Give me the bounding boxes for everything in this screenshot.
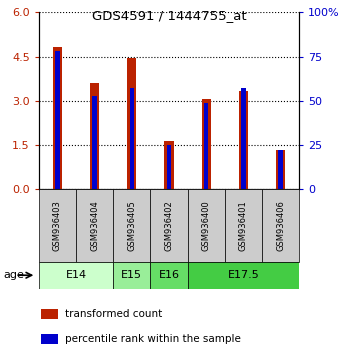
Bar bbox=[39, 262, 113, 289]
Bar bbox=[262, 189, 299, 262]
Text: E17.5: E17.5 bbox=[227, 270, 259, 280]
Bar bbox=[225, 189, 262, 262]
Text: E16: E16 bbox=[159, 270, 179, 280]
Bar bbox=[53, 47, 62, 189]
Text: percentile rank within the sample: percentile rank within the sample bbox=[65, 334, 241, 344]
Bar bbox=[90, 83, 99, 189]
Bar bbox=[127, 58, 137, 189]
Text: transformed count: transformed count bbox=[65, 309, 162, 319]
Bar bbox=[167, 145, 171, 189]
Bar bbox=[42, 309, 58, 319]
Bar bbox=[276, 150, 285, 189]
Bar bbox=[188, 262, 299, 289]
Text: GSM936405: GSM936405 bbox=[127, 200, 136, 251]
Bar bbox=[204, 103, 209, 189]
Bar bbox=[55, 51, 60, 189]
Bar bbox=[241, 88, 246, 189]
Text: GSM936404: GSM936404 bbox=[90, 200, 99, 251]
Bar bbox=[201, 98, 211, 189]
Text: GSM936402: GSM936402 bbox=[165, 200, 173, 251]
Text: E14: E14 bbox=[66, 270, 87, 280]
Bar bbox=[164, 141, 174, 189]
Bar bbox=[39, 189, 76, 262]
Bar bbox=[113, 189, 150, 262]
Bar bbox=[150, 189, 188, 262]
Bar bbox=[76, 189, 113, 262]
Text: GSM936403: GSM936403 bbox=[53, 200, 62, 251]
Text: GSM936406: GSM936406 bbox=[276, 200, 285, 251]
Bar bbox=[42, 334, 58, 344]
Text: GSM936400: GSM936400 bbox=[202, 200, 211, 251]
Bar bbox=[150, 262, 188, 289]
Bar bbox=[92, 96, 97, 189]
Text: age: age bbox=[3, 270, 24, 280]
Bar bbox=[239, 91, 248, 189]
Bar bbox=[113, 262, 150, 289]
Text: E15: E15 bbox=[121, 270, 142, 280]
Text: GSM936401: GSM936401 bbox=[239, 200, 248, 251]
Bar bbox=[188, 189, 225, 262]
Bar bbox=[129, 88, 134, 189]
Text: GDS4591 / 1444755_at: GDS4591 / 1444755_at bbox=[92, 9, 246, 22]
Bar bbox=[278, 150, 283, 189]
